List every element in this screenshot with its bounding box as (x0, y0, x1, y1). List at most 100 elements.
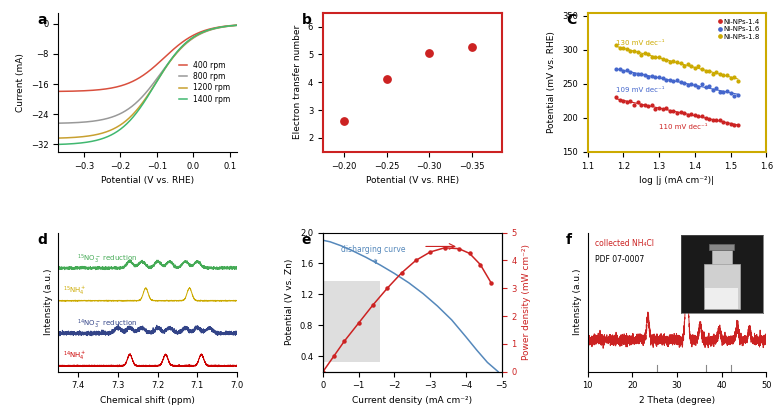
Ni-NPs-1.4 (712, 118, 721, 123)
400 rpm (233, 23, 242, 28)
Line: Ni-NPs-1.8: Ni-NPs-1.8 (615, 43, 739, 82)
Ni-NPs-1.4 (715, 118, 724, 123)
1400 rpm (182, 40, 191, 45)
Ni-NPs-1.8 (679, 63, 689, 68)
Ni-NPs-1.8 (612, 42, 621, 47)
Text: 110 mV dec⁻¹: 110 mV dec⁻¹ (659, 124, 707, 130)
Ni-NPs-1.4 (661, 106, 671, 111)
1400 rpm (233, 23, 242, 28)
X-axis label: Chemical shift (ppm): Chemical shift (ppm) (100, 396, 195, 405)
1400 rpm (183, 39, 192, 44)
400 rpm (122, 81, 131, 87)
800 rpm (233, 23, 242, 28)
Ni-NPs-1.6 (694, 85, 703, 90)
Text: collected NH₄Cl: collected NH₄Cl (594, 239, 654, 249)
Ni-NPs-1.8 (665, 60, 675, 65)
Ni-NPs-1.8 (633, 50, 643, 55)
Ni-NPs-1.4 (676, 110, 685, 115)
Ni-NPs-1.8 (654, 55, 664, 60)
Ni-NPs-1.8 (661, 58, 671, 63)
Text: 130 mV dec⁻¹: 130 mV dec⁻¹ (616, 39, 664, 45)
Text: PDF 07-0007: PDF 07-0007 (594, 255, 644, 264)
Ni-NPs-1.6 (636, 71, 646, 76)
Line: 400 rpm: 400 rpm (54, 25, 237, 92)
Ni-NPs-1.4 (612, 94, 621, 100)
Y-axis label: Potential (mV vs. RHE): Potential (mV vs. RHE) (548, 31, 556, 133)
Ni-NPs-1.4 (643, 103, 653, 108)
400 rpm (50, 89, 59, 94)
Ni-NPs-1.8 (622, 47, 632, 52)
Ni-NPs-1.4 (697, 113, 706, 118)
Ni-NPs-1.6 (686, 82, 696, 87)
Ni-NPs-1.8 (626, 49, 635, 54)
Ni-NPs-1.4 (626, 98, 635, 103)
X-axis label: 2 Theta (degree): 2 Theta (degree) (639, 396, 715, 405)
Text: $^{15}$NO$_3^-$ reduction: $^{15}$NO$_3^-$ reduction (77, 252, 138, 266)
Ni-NPs-1.8 (647, 54, 657, 59)
Text: $^{14}$NO$_3^-$ reduction: $^{14}$NO$_3^-$ reduction (77, 318, 138, 331)
Y-axis label: Current (mA): Current (mA) (16, 53, 26, 112)
1200 rpm (183, 39, 192, 45)
Ni-NPs-1.6 (654, 75, 664, 80)
1200 rpm (110, 126, 119, 131)
Text: $^{14}$NH$_4^+$: $^{14}$NH$_4^+$ (63, 350, 86, 363)
Text: d: d (37, 233, 47, 247)
1200 rpm (122, 118, 131, 123)
Ni-NPs-1.8 (694, 63, 703, 68)
800 rpm (72, 120, 82, 125)
Ni-NPs-1.6 (658, 76, 668, 81)
Ni-NPs-1.4 (647, 102, 657, 108)
X-axis label: log |j (mA cm⁻²)|: log |j (mA cm⁻²)| (640, 176, 714, 185)
Y-axis label: Intensity (a.u.): Intensity (a.u.) (573, 269, 582, 335)
Text: 109 mV dec⁻¹: 109 mV dec⁻¹ (616, 87, 664, 93)
Ni-NPs-1.4 (633, 99, 643, 104)
Ni-NPs-1.4 (683, 113, 692, 118)
Ni-NPs-1.6 (704, 84, 713, 89)
Y-axis label: Intensity (a.u.): Intensity (a.u.) (44, 269, 53, 335)
Ni-NPs-1.8 (615, 45, 625, 50)
X-axis label: Potential (V vs. RHE): Potential (V vs. RHE) (101, 176, 194, 185)
Point (380, 76, 393, 83)
Ni-NPs-1.8 (669, 58, 678, 63)
Ni-NPs-1.8 (722, 72, 731, 77)
Ni-NPs-1.8 (658, 57, 668, 62)
Ni-NPs-1.8 (636, 52, 646, 58)
Ni-NPs-1.4 (636, 102, 646, 108)
Text: disharging curve: disharging curve (341, 245, 405, 263)
1400 rpm (165, 59, 174, 64)
Ni-NPs-1.8 (676, 60, 685, 66)
Bar (280, 281, 380, 362)
Text: e: e (302, 233, 311, 247)
1200 rpm (165, 60, 174, 65)
Ni-NPs-1.6 (619, 69, 628, 74)
Ni-NPs-1.6 (633, 71, 643, 76)
Text: $^{15}$NH$_4^+$: $^{15}$NH$_4^+$ (63, 285, 86, 298)
Ni-NPs-1.6 (730, 93, 739, 98)
400 rpm (110, 85, 119, 90)
Ni-NPs-1.4 (672, 110, 682, 115)
Legend: Ni-NPs-1.4, Ni-NPs-1.6, Ni-NPs-1.8: Ni-NPs-1.4, Ni-NPs-1.6, Ni-NPs-1.8 (715, 16, 763, 42)
Ni-NPs-1.4 (726, 121, 735, 126)
Ni-NPs-1.6 (722, 89, 731, 94)
Ni-NPs-1.4 (733, 123, 742, 128)
Ni-NPs-1.6 (643, 74, 653, 79)
Ni-NPs-1.4 (651, 107, 661, 112)
Ni-NPs-1.4 (704, 116, 713, 121)
Ni-NPs-1.8 (651, 55, 661, 60)
Ni-NPs-1.4 (719, 120, 728, 125)
Ni-NPs-1.8 (701, 69, 710, 74)
Ni-NPs-1.8 (730, 74, 739, 79)
Ni-NPs-1.4 (686, 111, 696, 116)
Ni-NPs-1.4 (730, 122, 739, 127)
Ni-NPs-1.8 (719, 73, 728, 78)
Ni-NPs-1.6 (712, 85, 721, 90)
Ni-NPs-1.6 (612, 66, 621, 71)
Ni-NPs-1.6 (690, 82, 699, 87)
Ni-NPs-1.8 (683, 61, 692, 66)
800 rpm (50, 121, 59, 126)
1400 rpm (50, 142, 59, 147)
1200 rpm (182, 40, 191, 45)
Ni-NPs-1.4 (654, 106, 664, 111)
1200 rpm (50, 136, 59, 141)
Y-axis label: Potential (V vs. Zn): Potential (V vs. Zn) (286, 259, 294, 345)
